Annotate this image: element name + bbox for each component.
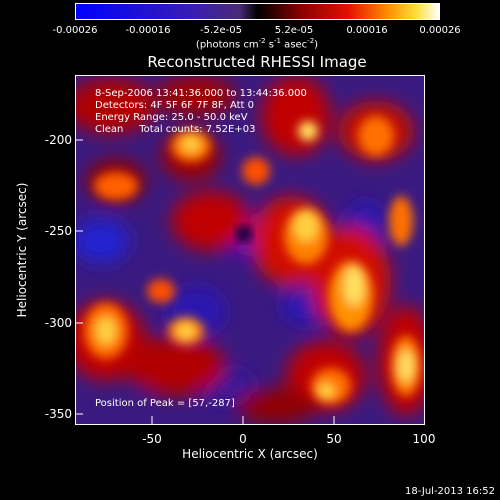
x-tick-label: 0 [239, 432, 247, 446]
x-tick-label: -50 [142, 432, 162, 446]
observation-time: 8-Sep-2006 13:41:36.000 to 13:44:36.000 [95, 88, 307, 99]
colorbar-tick: -5.2e-05 [200, 25, 242, 36]
energy-range: Energy Range: 25.0 - 50.0 keV [95, 112, 248, 123]
colorbar-tick: 0.00016 [346, 25, 388, 36]
colorbar-tick: 5.2e-05 [274, 25, 314, 36]
peak-position: Position of Peak = [57,-287] [95, 398, 235, 409]
detectors-info: Detectors: 4F 5F 6F 7F 8F, Att 0 [95, 100, 255, 111]
colorbar-tick: 0.00026 [419, 25, 461, 36]
x-tick-label: 50 [326, 432, 342, 446]
clean-total-counts: Clean Total counts: 7.52E+03 [95, 124, 256, 135]
image-title: Reconstructed RHESSI Image [147, 53, 367, 71]
image-heatmap [76, 76, 424, 424]
y-tick-label: -300 [44, 316, 72, 330]
x-tick-label: 100 [412, 432, 436, 446]
colorbar-units: (photons cm-2 s-1 asec-2) [195, 37, 319, 51]
rhessi-image [75, 75, 425, 425]
x-axis-label: Heliocentric X (arcsec) [182, 447, 318, 461]
y-axis-label: Heliocentric Y (arcsec) [15, 182, 29, 318]
generation-timestamp: 18-Jul-2013 16:52 [404, 486, 495, 497]
y-tick-label: -250 [44, 224, 72, 238]
y-tick-label: -200 [44, 133, 72, 147]
y-tick-label: -350 [44, 407, 72, 421]
colorbar [75, 3, 440, 20]
colorbar-tick: -0.00016 [125, 25, 171, 36]
colorbar-tick: -0.00026 [52, 25, 98, 36]
colorbar-gradient [76, 4, 439, 19]
